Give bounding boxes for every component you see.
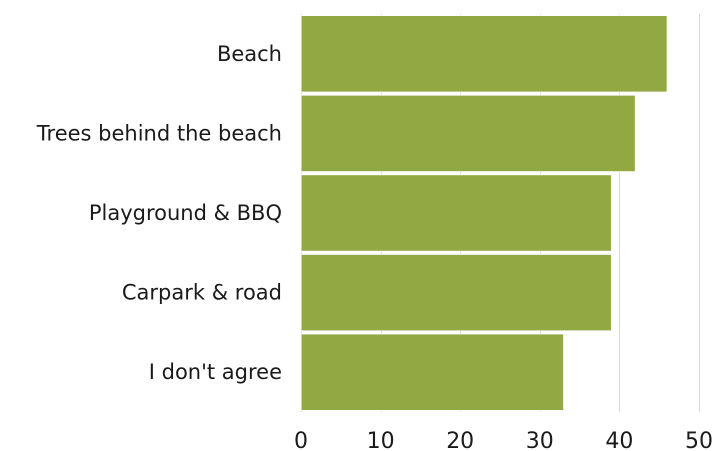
x-tick-label-20: 20 (446, 429, 474, 451)
category-label-carpark-road: Carpark & road (122, 281, 282, 305)
bar-i-don-t-agree (300, 333, 565, 411)
category-label-beach: Beach (217, 42, 282, 66)
bars (300, 15, 668, 411)
x-tick-label-30: 30 (526, 429, 554, 451)
bar-carpark-road (300, 253, 612, 332)
x-tick-label-0: 0 (294, 429, 308, 451)
bar-trees-behind-the-beach (300, 94, 636, 173)
x-tick-labels: 0 10 20 30 40 50 (294, 429, 713, 451)
bar-playground-bbq (300, 174, 612, 252)
x-tick-label-10: 10 (367, 429, 395, 451)
category-label-playground-bbq: Playground & BBQ (89, 201, 282, 225)
x-tick-label-40: 40 (605, 429, 633, 451)
category-label-i-don-t-agree: I don't agree (149, 360, 282, 384)
bar-beach (300, 15, 668, 93)
x-tick-label-50: 50 (685, 429, 713, 451)
category-label-trees-behind-the-beach: Trees behind the beach (36, 121, 282, 145)
category-labels: Beach Trees behind the beach Playground & … (36, 42, 282, 384)
